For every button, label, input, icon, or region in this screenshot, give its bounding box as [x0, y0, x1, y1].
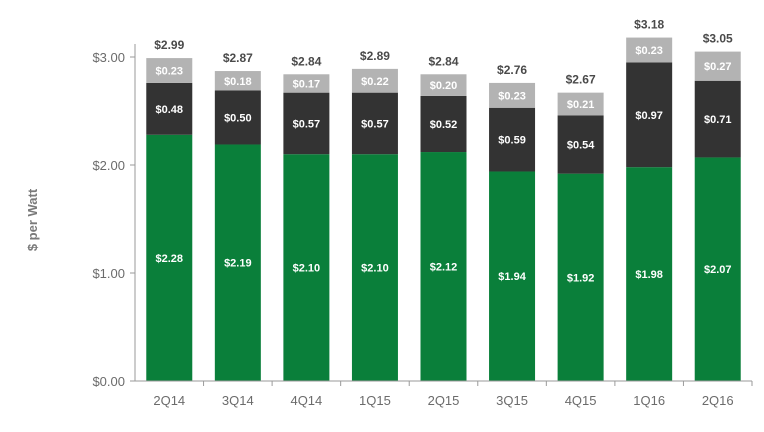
- segment-value-label: $1.92: [567, 272, 595, 284]
- bar-segment-top: [489, 82, 536, 108]
- bar-group-3Q15: $1.94 $0.59 $0.23 $2.76: [489, 63, 536, 381]
- y-axis-label: $ per Watt: [25, 188, 40, 251]
- x-axis: 2Q14 3Q14 4Q14 1Q15 2Q15 3Q15 4Q15 1Q16 2Q16: [135, 380, 753, 408]
- segment-value-label: $0.23: [635, 45, 663, 57]
- x-tick-label: 1Q15: [359, 393, 391, 408]
- bar-segment-middle: [351, 92, 398, 155]
- segment-value-label: $0.17: [293, 78, 321, 90]
- segment-value-label: $0.57: [361, 118, 389, 130]
- segment-value-label: $2.10: [361, 263, 389, 275]
- x-tick-label: 4Q15: [565, 393, 597, 408]
- segment-value-label: $2.19: [224, 258, 252, 270]
- bars-layer: $2.28 $0.48 $0.23 $2.99 $2.19 $0.50 $0.18 $2.87…: [146, 18, 741, 381]
- bar-segment-top: [694, 51, 741, 81]
- segment-value-label: $2.07: [704, 264, 732, 276]
- bar-segment-top: [626, 37, 673, 63]
- bar-segment-top: [351, 68, 398, 93]
- bar-segment-middle: [146, 82, 193, 135]
- bar-group-4Q14: $2.10 $0.57 $0.17 $2.84: [283, 54, 330, 381]
- bar-segment-top: [146, 58, 193, 83]
- x-tick-label: 2Q15: [428, 393, 460, 408]
- x-tick-label: 3Q14: [222, 393, 254, 408]
- segment-value-label: $2.10: [293, 263, 321, 275]
- segment-value-label: $0.23: [156, 66, 184, 78]
- bar-segment-middle: [557, 115, 604, 174]
- bar-total-label: $3.05: [703, 32, 733, 46]
- bar-segment-bottom: [214, 144, 261, 381]
- x-tick-label: 2Q16: [702, 393, 734, 408]
- x-tick-label: 4Q14: [290, 393, 322, 408]
- segment-value-label: $0.97: [635, 110, 663, 122]
- segment-value-label: $0.48: [156, 104, 184, 116]
- segment-value-label: $0.21: [567, 99, 595, 111]
- segment-value-label: $0.20: [430, 80, 458, 92]
- bar-total-label: $2.76: [497, 63, 527, 77]
- bar-group-1Q15: $2.10 $0.57 $0.22 $2.89: [351, 49, 398, 381]
- y-axis: $0.00 $1.00 $2.00 $3.00: [92, 44, 136, 389]
- segment-value-label: $2.28: [156, 253, 184, 265]
- bar-segment-top: [214, 71, 261, 91]
- bar-segment-top: [283, 74, 330, 93]
- bar-total-label: $2.89: [360, 49, 390, 63]
- segment-value-label: $2.12: [430, 262, 458, 274]
- bar-group-1Q16: $1.98 $0.97 $0.23 $3.18: [626, 18, 673, 381]
- segment-value-label: $1.98: [635, 269, 663, 281]
- segment-value-label: $0.71: [704, 114, 732, 126]
- segment-value-label: $0.50: [224, 112, 252, 124]
- bar-segment-middle: [694, 80, 741, 158]
- bar-segment-middle: [420, 95, 467, 153]
- segment-value-label: $0.59: [498, 135, 526, 147]
- segment-value-label: $0.52: [430, 119, 458, 131]
- segment-value-label: $0.27: [704, 61, 732, 73]
- bar-segment-bottom: [283, 154, 330, 381]
- bar-segment-middle: [626, 62, 673, 168]
- bar-segment-bottom: [489, 171, 536, 381]
- y-tick-label: $3.00: [92, 50, 125, 65]
- bar-segment-bottom: [146, 134, 193, 381]
- y-tick-label: $1.00: [92, 266, 125, 281]
- x-tick-label: 3Q15: [496, 393, 528, 408]
- bar-segment-bottom: [420, 152, 467, 381]
- segment-value-label: $0.22: [361, 76, 389, 88]
- bar-total-label: $2.99: [154, 38, 184, 52]
- bar-segment-middle: [214, 90, 261, 145]
- x-tick-label: 1Q16: [633, 393, 665, 408]
- bar-segment-middle: [283, 92, 330, 155]
- segment-value-label: $0.54: [567, 139, 595, 151]
- bar-total-label: $2.67: [566, 73, 596, 87]
- bar-segment-bottom: [557, 173, 604, 381]
- bar-group-2Q16: $2.07 $0.71 $0.27 $3.05: [694, 32, 741, 381]
- bar-total-label: $2.84: [291, 54, 321, 68]
- bar-segment-top: [557, 92, 604, 116]
- bar-group-4Q15: $1.92 $0.54 $0.21 $2.67: [557, 73, 604, 381]
- x-tick-label: 2Q14: [153, 393, 185, 408]
- segment-value-label: $0.18: [224, 76, 252, 88]
- segment-value-label: $0.23: [498, 90, 526, 102]
- bar-segment-bottom: [626, 167, 673, 381]
- bar-total-label: $2.87: [223, 51, 253, 65]
- bar-total-label: $3.18: [634, 18, 664, 32]
- segment-value-label: $1.94: [498, 271, 526, 283]
- bar-total-label: $2.84: [428, 54, 458, 68]
- bar-group-2Q14: $2.28 $0.48 $0.23 $2.99: [146, 38, 193, 381]
- bar-segment-top: [420, 74, 467, 96]
- bar-group-2Q15: $2.12 $0.52 $0.20 $2.84: [420, 54, 467, 381]
- bar-segment-middle: [489, 107, 536, 172]
- y-tick-label: $2.00: [92, 158, 125, 173]
- bar-segment-bottom: [351, 154, 398, 381]
- bar-segment-bottom: [694, 157, 741, 381]
- segment-value-label: $0.57: [293, 118, 321, 130]
- bar-group-3Q14: $2.19 $0.50 $0.18 $2.87: [214, 51, 261, 381]
- y-tick-label: $0.00: [92, 374, 125, 389]
